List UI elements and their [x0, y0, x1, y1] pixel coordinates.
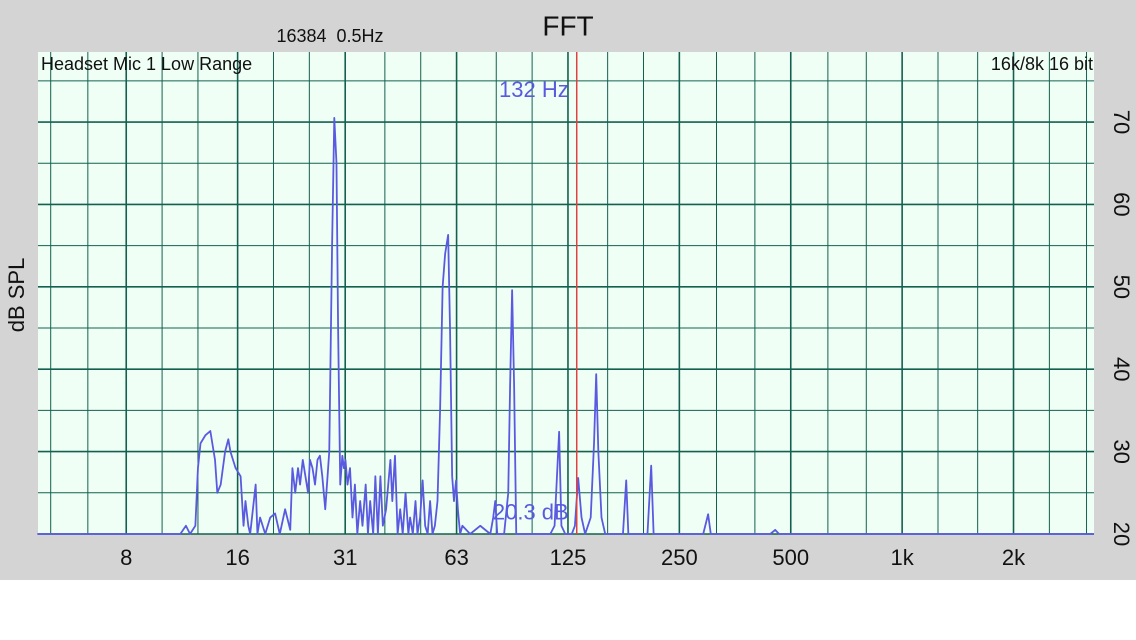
marks [37, 52, 1094, 535]
annotation-left: Headset Mic 1 Low Range [41, 54, 252, 74]
y-axis-label: dB SPL [4, 258, 29, 333]
x-tick-label: 1k [891, 545, 915, 570]
x-tick-label: 2k [1002, 545, 1026, 570]
x-tick-label: 125 [550, 545, 587, 570]
chart-title: FFT [542, 10, 593, 41]
y-tick-label: 70 [1109, 110, 1134, 134]
x-tick-label: 16 [225, 545, 249, 570]
cursor-frequency-label: 132 Hz [499, 77, 569, 102]
plot-area [38, 52, 1094, 534]
y-tick-label: 30 [1109, 439, 1134, 463]
y-tick-label: 60 [1109, 192, 1134, 216]
chart-subtitle: 16384 0.5Hz [276, 26, 383, 46]
cursor-level-label: 20.3 dB [493, 499, 569, 524]
x-tick-label: 31 [333, 545, 357, 570]
y-tick-label: 40 [1109, 357, 1134, 381]
x-tick-label: 63 [444, 545, 468, 570]
spectrum-line [37, 117, 1094, 535]
y-tick-label: 50 [1109, 275, 1134, 299]
x-tick-label: 250 [661, 545, 698, 570]
x-tick-label: 8 [120, 545, 132, 570]
annotation-right: 16k/8k 16 bit [991, 54, 1093, 74]
x-tick-label: 500 [772, 545, 809, 570]
y-tick-label: 20 [1109, 522, 1134, 546]
